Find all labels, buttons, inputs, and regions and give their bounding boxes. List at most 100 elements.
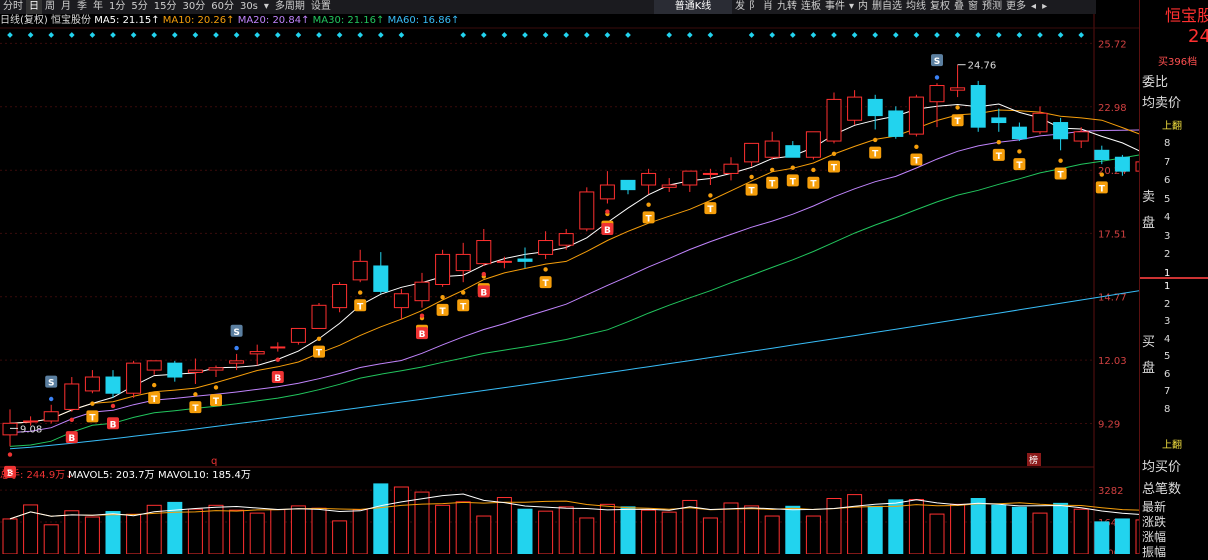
toolbar-tool-12[interactable]: 窗 (968, 1, 979, 12)
toolbar-tool-7[interactable]: 内 (858, 1, 869, 12)
volume-bar (1011, 506, 1027, 554)
buy-level-3[interactable]: 3 (1164, 316, 1171, 327)
volume-bar (620, 506, 636, 554)
buy-level-7[interactable]: 7 (1164, 386, 1171, 397)
volume-bar (785, 505, 801, 554)
t-signal (457, 299, 470, 312)
tab-1min[interactable]: 1分 (109, 1, 126, 12)
scroll-arrow-icon[interactable]: ▸ (1042, 1, 1048, 12)
page-down-button[interactable]: 上翻 (1162, 440, 1182, 451)
candle-body (723, 163, 739, 174)
kline-chart[interactable]: 25.72 22.98 20.24 17.51 14.77 12.03 9.29 T T T T T T… (0, 0, 1139, 554)
scroll-arrow-icon[interactable]: ◂ (1031, 1, 1037, 12)
event-marker-icon (604, 32, 611, 38)
event-marker-icon (295, 32, 302, 38)
toolbar-tool-1[interactable]: 阝 (749, 1, 759, 12)
event-marker-icon (192, 32, 199, 38)
mavol10-value: MAVOL10: 185.4万 (158, 470, 251, 481)
candle-body (867, 98, 883, 117)
interval-select[interactable]: 30s (239, 1, 258, 12)
volume-bar (764, 515, 780, 554)
settings-button[interactable]: 设置 (310, 1, 331, 12)
toolbar-tool-9[interactable]: 均线 (906, 1, 927, 12)
event-marker-icon (748, 32, 755, 38)
toolbar-tool-13[interactable]: 预测 (982, 1, 1003, 12)
kline-type-select[interactable]: 普通K线 (654, 0, 732, 14)
event-marker-icon (1037, 32, 1043, 38)
toolbar-tool-8[interactable]: 删自选 (872, 1, 903, 12)
s-signal (45, 375, 58, 388)
buy-level-4[interactable]: 4 (1164, 333, 1171, 345)
toolbar-tool-11[interactable]: 叠 (954, 1, 965, 12)
buy-level-2[interactable]: 2 (1164, 298, 1171, 310)
toolbar-tool-0[interactable]: 发 (735, 1, 745, 12)
t-signal (992, 148, 1005, 161)
tab-30min[interactable]: 30分 (182, 1, 206, 12)
candle-body (476, 240, 492, 265)
toolbar-tool-5[interactable]: 事件 (825, 1, 845, 12)
volume-bar (105, 511, 121, 554)
event-marker-icon (7, 32, 13, 38)
toolbar-tool-2[interactable]: 肖 (763, 1, 773, 12)
t-signal (1013, 158, 1026, 171)
volume-axis-label: 3282 (1098, 486, 1123, 497)
tab-quarter[interactable]: 季 (77, 1, 87, 12)
volume-bar (146, 504, 162, 554)
volume-bar (991, 504, 1007, 554)
candle-body (105, 376, 121, 394)
tab-year[interactable]: 年 (93, 1, 103, 12)
signal-dot (914, 144, 919, 150)
signal-dot (440, 295, 445, 300)
buy-level-6[interactable]: 6 (1164, 368, 1171, 380)
tab-multi-period[interactable]: 多周期 (274, 1, 305, 12)
toolbar-tool-6[interactable]: ▾ (849, 1, 855, 12)
sell-level-8[interactable]: 8 (1164, 138, 1171, 149)
volume-bar (373, 483, 389, 554)
toolbar-tool-4[interactable]: 连板 (801, 1, 821, 12)
candle-body (332, 283, 348, 309)
event-marker-icon (171, 32, 178, 38)
tab-week[interactable]: 周 (45, 1, 55, 12)
sell-level-6[interactable]: 6 (1164, 175, 1171, 186)
sell-level-3[interactable]: 3 (1164, 230, 1171, 242)
page-up-button[interactable]: 上翻 (1162, 121, 1182, 132)
sell-level-1[interactable]: 1 (1164, 267, 1171, 279)
event-marker-icon (460, 32, 467, 38)
right-toolbar: 发阝肖九转 连板 事件 ▾ 内删自选 均线 复权叠窗预测 更多 ◂ ▸ (733, 0, 1050, 14)
avg-sell-label: 均卖价 (1142, 96, 1182, 111)
signal-dot (1099, 172, 1105, 177)
tab-month[interactable]: 月 (61, 1, 71, 12)
sell-level-7[interactable]: 7 (1164, 156, 1171, 168)
t-signal (1054, 167, 1067, 180)
buy-level-1[interactable]: 1 (1164, 281, 1171, 292)
t-signal (86, 410, 99, 423)
tab-60min[interactable]: 60分 (211, 1, 234, 12)
ma60-line (9, 290, 1139, 450)
tab-15min[interactable]: 15分 (153, 1, 177, 12)
toolbar-tool-3[interactable]: 九转 (777, 1, 797, 12)
buy-level-8[interactable]: 8 (1164, 403, 1171, 415)
volume-bar (332, 520, 348, 554)
tab-fenshi[interactable]: 分时 (3, 1, 23, 12)
volume-bar (723, 502, 739, 554)
tab-5min[interactable]: 5分 (131, 1, 148, 12)
volume-bar (455, 501, 471, 554)
s-signal-label: S (233, 328, 239, 338)
toolbar-tool-10[interactable]: 复权 (930, 1, 951, 12)
sell-level-5[interactable]: 5 (1164, 193, 1171, 205)
volume-bar (1135, 519, 1139, 554)
sell-level-4[interactable]: 4 (1164, 212, 1171, 223)
tab-day[interactable]: 日 (26, 0, 42, 14)
chevron-down-icon[interactable]: ▾ (263, 1, 269, 12)
sell-level-2[interactable]: 2 (1164, 249, 1171, 260)
t-signal-label: T (996, 152, 1003, 162)
price-axis-label: 17.51 (1098, 229, 1127, 240)
candle-body (393, 293, 409, 309)
signal-dot (811, 167, 816, 173)
signal-dot (646, 202, 651, 207)
toolbar-tool-14[interactable]: 更多 (1006, 1, 1027, 12)
signal-dot (90, 401, 95, 406)
buy-level-5[interactable]: 5 (1164, 351, 1171, 362)
b-signal (601, 222, 614, 235)
candle-body (888, 110, 904, 137)
